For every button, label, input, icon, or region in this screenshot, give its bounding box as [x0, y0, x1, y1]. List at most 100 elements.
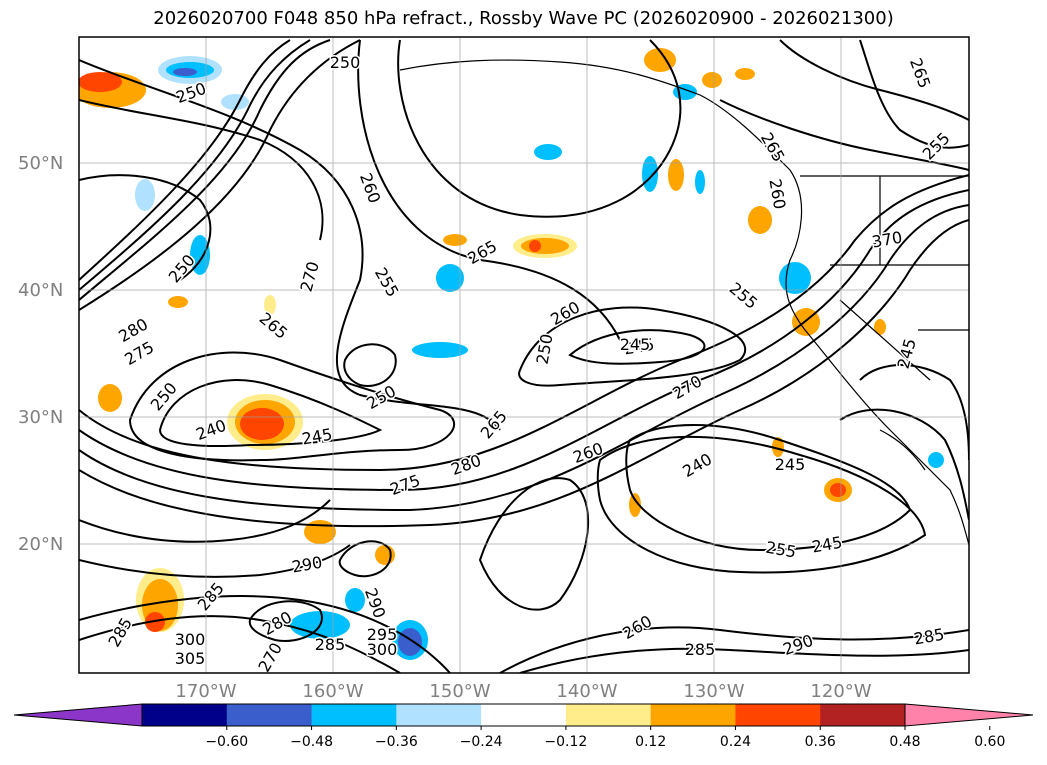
colorbar-segment — [735, 704, 821, 726]
contour-line — [397, 39, 682, 218]
colorbar-segment — [565, 704, 652, 726]
colorbar-tick-label: 0.24 — [720, 734, 751, 750]
colorbar-tick-label: −0.12 — [544, 734, 587, 750]
pos-anomaly-blob — [830, 483, 846, 497]
contour-line — [79, 499, 331, 543]
contour-line — [518, 306, 747, 387]
pos-anomaly-blob — [264, 295, 276, 315]
contour-line — [343, 343, 397, 387]
contour-line — [568, 329, 706, 365]
contour-line — [128, 351, 455, 462]
contour-line — [478, 477, 590, 611]
contour-line — [79, 39, 311, 291]
neg-anomaly-blob — [779, 262, 811, 294]
neg-anomaly-blob — [173, 68, 197, 76]
pos-anomaly-blob — [98, 384, 122, 412]
contour-label: 305 — [175, 649, 206, 668]
neg-anomaly-blob — [928, 452, 944, 468]
contour-line — [779, 39, 969, 121]
contour-line — [357, 39, 621, 341]
pos-anomaly-blob — [644, 48, 676, 72]
contour-line — [859, 364, 969, 461]
colorbar-segment — [820, 704, 906, 726]
colorbar-segment — [311, 704, 397, 726]
colorbar-tick-label: 0.60 — [974, 734, 1005, 750]
colorbar-tick-label: −0.36 — [375, 734, 418, 750]
contour-line — [79, 174, 212, 281]
neg-anomaly-blob — [398, 628, 422, 656]
contour-label: 300 — [367, 640, 398, 659]
colorbar-segment — [481, 704, 567, 726]
contour-line — [519, 647, 969, 673]
pos-anomaly-blob — [735, 68, 755, 80]
pos-anomaly-blob — [702, 72, 722, 88]
coastline-path — [399, 59, 969, 546]
pos-anomaly-blob — [772, 437, 784, 457]
pos-anomaly-blob — [629, 493, 641, 517]
colorbar-tick-label: −0.48 — [290, 734, 333, 750]
contour-line — [79, 219, 969, 528]
contour-label: 245 — [620, 335, 651, 354]
colorbar-outline — [141, 703, 906, 727]
contour-line — [859, 39, 969, 149]
lon-label: 160°W — [302, 681, 363, 702]
pos-anomaly-blob — [521, 238, 569, 254]
pos-anomaly-blob — [874, 319, 886, 335]
contour-line — [79, 615, 401, 673]
state-border — [839, 299, 931, 381]
contour-line — [79, 595, 451, 673]
colorbar-segment — [650, 704, 736, 726]
lat-label: 20°N — [18, 534, 63, 555]
contour-line — [79, 39, 291, 281]
contour-line — [79, 39, 331, 301]
colorbar-extend-high — [904, 703, 1034, 727]
anomaly-shading — [79, 48, 944, 660]
coastline — [399, 59, 969, 546]
contour-line — [499, 626, 969, 673]
contour-label: 285 — [685, 640, 716, 659]
neg-anomaly-blob — [412, 342, 468, 358]
pos-anomaly-blob — [304, 520, 336, 544]
neg-anomaly-blob — [190, 235, 210, 275]
contour-line — [338, 540, 392, 578]
neg-anomaly-blob — [642, 156, 658, 192]
contour-label: 295 — [367, 625, 398, 644]
neg-anomaly-blob — [135, 179, 155, 211]
pos-anomaly-blob — [443, 234, 467, 246]
lat-label: 50°N — [18, 153, 63, 174]
colorbar: −0.60 −0.48 −0.36 −0.24 −0.12 0.12 0.24 0.36 0.4… — [13, 703, 1034, 750]
contour-line — [79, 189, 969, 492]
colorbar-tick-label: 0.36 — [805, 734, 836, 750]
colorbar-extend-low — [13, 703, 143, 727]
pos-anomaly-blob — [79, 72, 122, 92]
contour-line — [79, 39, 361, 311]
colorbar-segment — [396, 704, 482, 726]
lon-label: 140°W — [556, 681, 617, 702]
neg-anomaly-blob — [534, 144, 562, 160]
pos-anomaly-blob — [240, 408, 284, 440]
contour-label: 245 — [775, 455, 806, 474]
contour-line — [158, 379, 383, 448]
lon-label: 170°W — [175, 681, 236, 702]
colorbar-tick-label: 0.48 — [889, 734, 920, 750]
lon-label: 150°W — [429, 681, 490, 702]
lon-label: 130°W — [683, 681, 744, 702]
colorbar-segment — [142, 704, 228, 726]
contour-line — [596, 435, 927, 574]
map-title: 2026020700 F048 850 hPa refract., Rossby… — [153, 8, 894, 29]
coastline-path — [879, 429, 926, 471]
colorbar-tick-label: 0.12 — [635, 734, 666, 750]
colorbar-tick-label: −0.60 — [205, 734, 248, 750]
pos-anomaly-blob — [168, 296, 188, 308]
lat-label: 40°N — [18, 280, 63, 301]
contour-line — [719, 99, 969, 171]
map-border — [78, 36, 970, 674]
contour-line — [839, 408, 969, 521]
colorbar-segment — [226, 704, 313, 726]
contour-line — [79, 59, 501, 431]
refractivity-contours — [79, 39, 969, 673]
pos-anomaly-blob — [375, 545, 395, 565]
pos-anomaly-blob — [748, 206, 772, 234]
contour-line — [625, 424, 912, 552]
contour-line — [79, 174, 969, 472]
